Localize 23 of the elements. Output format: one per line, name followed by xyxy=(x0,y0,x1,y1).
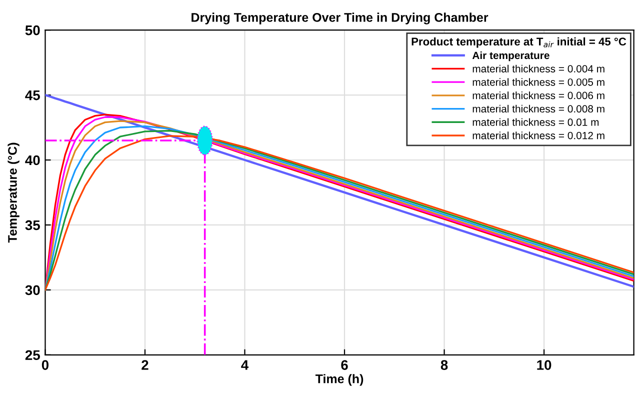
x-tick-label: 0 xyxy=(42,360,49,370)
legend-label: material thickness = 0.005 m xyxy=(472,78,604,86)
x-axis-title: Time (h) xyxy=(315,374,364,386)
x-tick-label: 10 xyxy=(537,360,552,370)
legend-label: material thickness = 0.004 m xyxy=(472,64,604,72)
y-tick-label: 50 xyxy=(25,25,40,36)
legend-label: Air temperature xyxy=(472,51,550,62)
y-tick-label: 45 xyxy=(25,90,40,100)
legend-label: material thickness = 0.012 m xyxy=(472,132,604,140)
y-axis-title: Temperature (°C) xyxy=(8,142,20,243)
legend-label: material thickness = 0.01 m xyxy=(472,118,599,126)
x-tick-label: 2 xyxy=(142,360,148,370)
y-tick-label: 40 xyxy=(25,155,40,166)
y-tick-label: 25 xyxy=(25,350,40,360)
x-tick-label: 4 xyxy=(241,360,249,370)
legend-label: material thickness = 0.006 m xyxy=(472,92,604,100)
x-tick-label: 6 xyxy=(341,360,348,370)
y-tick-label: 35 xyxy=(25,220,40,230)
x-tick-label: 8 xyxy=(440,360,448,370)
legend-title: Product temperature at T$_{air}$ initial = 45 °C xyxy=(412,37,626,48)
legend-label: material thickness = 0.008 m xyxy=(472,104,604,113)
chart-title: Drying Temperature Over Time in Drying Chamber xyxy=(192,12,488,24)
y-tick-label: 30 xyxy=(25,285,40,296)
